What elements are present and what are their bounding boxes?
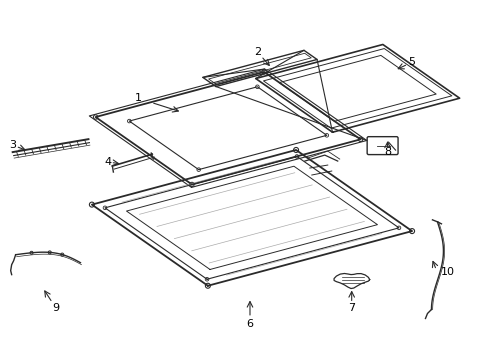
Text: 7: 7 — [347, 302, 354, 312]
Text: 8: 8 — [383, 147, 390, 157]
Text: 4: 4 — [104, 157, 112, 167]
Text: 6: 6 — [246, 319, 253, 329]
Text: 3: 3 — [9, 140, 16, 150]
Text: 9: 9 — [52, 302, 59, 312]
Text: 10: 10 — [440, 267, 453, 276]
Text: 5: 5 — [407, 58, 414, 67]
Text: 1: 1 — [135, 93, 142, 103]
Text: 2: 2 — [254, 48, 261, 58]
